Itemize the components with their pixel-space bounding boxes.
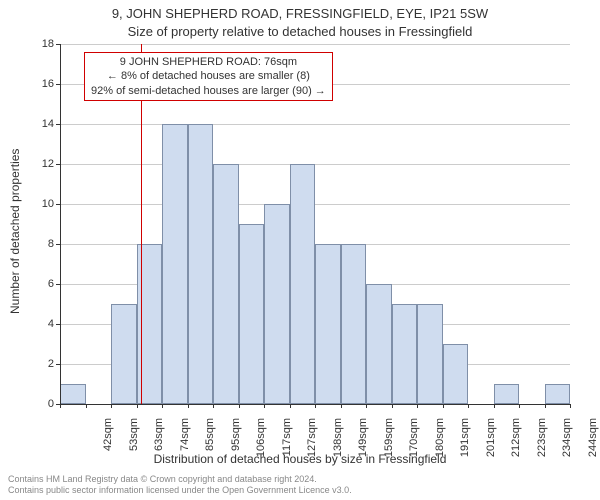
xtick-mark	[213, 404, 214, 408]
xtick-mark	[341, 404, 342, 408]
histogram-bar	[188, 124, 214, 404]
ytick-label: 10	[24, 198, 54, 210]
gridline	[60, 44, 570, 45]
xtick-mark	[570, 404, 571, 408]
xtick-mark	[443, 404, 444, 408]
ytick-mark	[56, 324, 60, 325]
ytick-mark	[56, 364, 60, 365]
ytick-label: 18	[24, 38, 54, 50]
xtick-mark	[188, 404, 189, 408]
title-main: 9, JOHN SHEPHERD ROAD, FRESSINGFIELD, EY…	[0, 6, 600, 21]
xtick-mark	[366, 404, 367, 408]
ytick-label: 0	[24, 398, 54, 410]
histogram-bar	[137, 244, 163, 404]
histogram-bar	[545, 384, 571, 404]
xtick-mark	[290, 404, 291, 408]
xtick-mark	[137, 404, 138, 408]
histogram-bar	[264, 204, 290, 404]
ytick-mark	[56, 244, 60, 245]
histogram-bar	[290, 164, 316, 404]
xtick-mark	[468, 404, 469, 408]
gridline	[60, 124, 570, 125]
histogram-bar	[494, 384, 520, 404]
ytick-mark	[56, 124, 60, 125]
histogram-bar	[111, 304, 137, 404]
x-axis-label: Distribution of detached houses by size …	[0, 452, 600, 466]
xtick-mark	[392, 404, 393, 408]
xtick-mark	[264, 404, 265, 408]
ytick-label: 14	[24, 118, 54, 130]
ytick-mark	[56, 284, 60, 285]
xtick-mark	[315, 404, 316, 408]
histogram-bar	[315, 244, 341, 404]
histogram-bar	[417, 304, 443, 404]
ytick-label: 12	[24, 158, 54, 170]
ytick-mark	[56, 44, 60, 45]
xtick-mark	[417, 404, 418, 408]
histogram-bar	[162, 124, 188, 404]
histogram-bar	[239, 224, 265, 404]
histogram-bar	[443, 344, 469, 404]
annotation-box: 9 JOHN SHEPHERD ROAD: 76sqm ← 8% of deta…	[84, 52, 333, 101]
ytick-label: 8	[24, 238, 54, 250]
histogram-bar	[392, 304, 418, 404]
xtick-mark	[519, 404, 520, 408]
chart-container: 9, JOHN SHEPHERD ROAD, FRESSINGFIELD, EY…	[0, 0, 600, 500]
footer-line1: Contains HM Land Registry data © Crown c…	[8, 474, 352, 485]
xtick-mark	[111, 404, 112, 408]
annotation-line2: ← 8% of detached houses are smaller (8)	[91, 69, 326, 83]
xtick-mark	[239, 404, 240, 408]
annotation-line3: 92% of semi-detached houses are larger (…	[91, 84, 326, 98]
xtick-mark	[494, 404, 495, 408]
gridline	[60, 204, 570, 205]
histogram-bar	[213, 164, 239, 404]
ytick-mark	[56, 204, 60, 205]
ytick-label: 6	[24, 278, 54, 290]
xtick-mark	[86, 404, 87, 408]
xtick-mark	[60, 404, 61, 408]
xtick-mark	[162, 404, 163, 408]
xtick-mark	[545, 404, 546, 408]
title-sub: Size of property relative to detached ho…	[0, 24, 600, 39]
annotation-line1: 9 JOHN SHEPHERD ROAD: 76sqm	[91, 55, 326, 69]
footer-line2: Contains public sector information licen…	[8, 485, 352, 496]
histogram-bar	[366, 284, 392, 404]
histogram-bar	[341, 244, 367, 404]
ytick-label: 16	[24, 78, 54, 90]
axis-line-left	[60, 44, 61, 404]
ytick-mark	[56, 164, 60, 165]
ytick-label: 4	[24, 318, 54, 330]
y-axis-label: Number of detached properties	[8, 149, 22, 314]
histogram-bar	[60, 384, 86, 404]
gridline	[60, 164, 570, 165]
footer: Contains HM Land Registry data © Crown c…	[8, 474, 352, 496]
ytick-label: 2	[24, 358, 54, 370]
ytick-mark	[56, 84, 60, 85]
